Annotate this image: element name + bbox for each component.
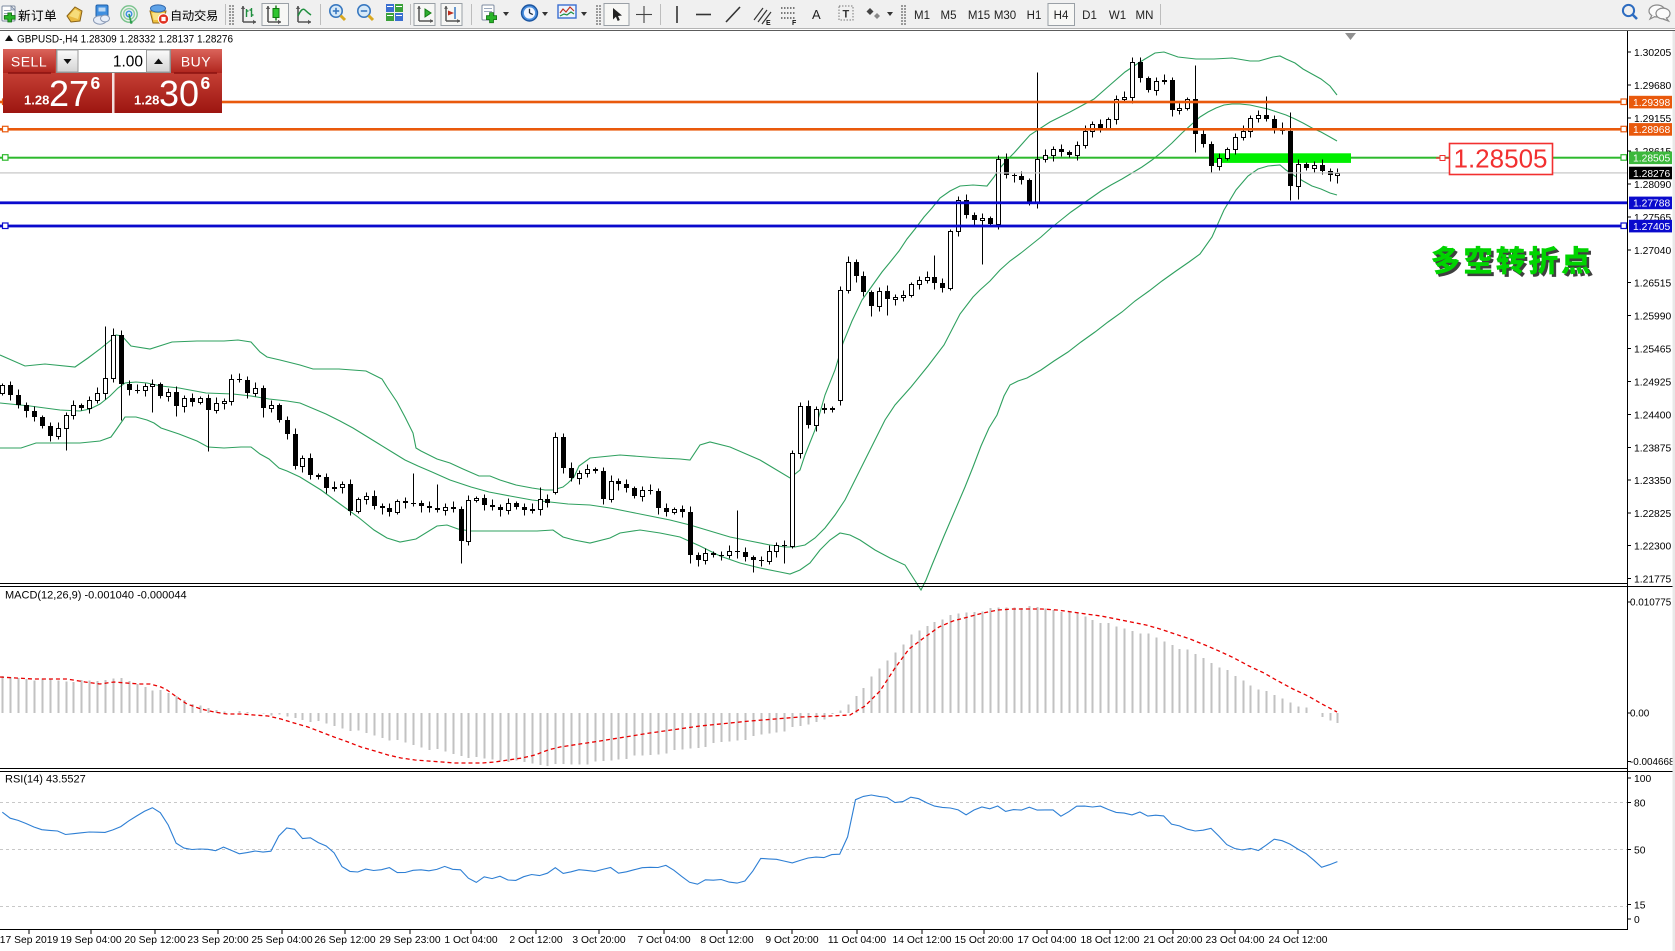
svg-text:1.27788: 1.27788 — [1633, 199, 1670, 210]
svg-text:W1: W1 — [1109, 10, 1126, 22]
svg-text:100: 100 — [1634, 774, 1651, 785]
svg-text:9 Oct 20:00: 9 Oct 20:00 — [765, 935, 819, 946]
svg-text:11 Oct 04:00: 11 Oct 04:00 — [828, 935, 886, 946]
svg-text:29 Sep 23:00: 29 Sep 23:00 — [379, 935, 441, 946]
svg-text:17 Sep 2019: 17 Sep 2019 — [0, 935, 58, 946]
svg-text:1.28: 1.28 — [134, 93, 159, 108]
svg-text:1.30205: 1.30205 — [1634, 48, 1671, 59]
svg-text:1.25990: 1.25990 — [1634, 311, 1671, 322]
svg-text:18 Oct 12:00: 18 Oct 12:00 — [1081, 935, 1140, 946]
svg-text:19 Sep 04:00: 19 Sep 04:00 — [60, 935, 122, 946]
svg-text:1.28505: 1.28505 — [1454, 144, 1548, 174]
svg-text:8 Oct 12:00: 8 Oct 12:00 — [700, 935, 754, 946]
svg-text:MACD(12,26,9) -0.001040 -0.000: MACD(12,26,9) -0.001040 -0.000044 — [5, 590, 187, 602]
svg-text:1.23350: 1.23350 — [1634, 476, 1671, 487]
svg-text:6: 6 — [91, 73, 101, 93]
svg-text:SELL: SELL — [11, 54, 47, 70]
svg-text:1.28505: 1.28505 — [1633, 154, 1670, 165]
svg-text:E: E — [766, 20, 771, 27]
svg-text:BUY: BUY — [181, 54, 211, 70]
svg-text:30: 30 — [159, 73, 199, 114]
svg-text:3 Oct 20:00: 3 Oct 20:00 — [572, 935, 626, 946]
svg-text:14 Oct 12:00: 14 Oct 12:00 — [893, 935, 952, 946]
svg-text:24 Oct 12:00: 24 Oct 12:00 — [1269, 935, 1328, 946]
svg-text:6: 6 — [201, 73, 211, 93]
svg-text:23 Oct 04:00: 23 Oct 04:00 — [1206, 935, 1265, 946]
svg-text:A: A — [812, 7, 821, 22]
svg-text:0: 0 — [1634, 915, 1640, 926]
svg-text:1.29155: 1.29155 — [1634, 114, 1671, 125]
svg-text:20 Sep 12:00: 20 Sep 12:00 — [124, 935, 186, 946]
svg-text:27: 27 — [49, 73, 89, 114]
svg-text:1.28276: 1.28276 — [1633, 169, 1670, 180]
svg-text:50: 50 — [1634, 845, 1646, 856]
svg-text:1.28090: 1.28090 — [1634, 180, 1671, 191]
svg-text:15: 15 — [1634, 900, 1646, 911]
svg-text:23 Sep 20:00: 23 Sep 20:00 — [187, 935, 249, 946]
svg-text:7 Oct 04:00: 7 Oct 04:00 — [637, 935, 691, 946]
svg-text:21 Oct 20:00: 21 Oct 20:00 — [1144, 935, 1203, 946]
svg-text:1.29680: 1.29680 — [1634, 81, 1671, 92]
svg-text:1.25465: 1.25465 — [1634, 344, 1671, 355]
svg-text:80: 80 — [1634, 798, 1646, 809]
svg-text:RSI(14) 43.5527: RSI(14) 43.5527 — [5, 774, 86, 786]
svg-text:1.28968: 1.28968 — [1633, 125, 1670, 136]
svg-text:GBPUSD-,H4 1.28309 1.28332 1.: GBPUSD-,H4 1.28309 1.28332 1.28137 1.282… — [17, 34, 233, 46]
svg-text:F: F — [792, 20, 797, 27]
svg-text:M1: M1 — [914, 10, 930, 22]
svg-text:0.010775: 0.010775 — [1630, 598, 1672, 609]
svg-text:2 Oct 12:00: 2 Oct 12:00 — [509, 935, 563, 946]
svg-text:0.00: 0.00 — [1630, 709, 1650, 720]
svg-text:1.27565: 1.27565 — [1634, 213, 1671, 224]
svg-text:1.28: 1.28 — [24, 93, 49, 108]
svg-text:1.22300: 1.22300 — [1634, 541, 1671, 552]
svg-text:D1: D1 — [1082, 10, 1097, 22]
svg-text:1.24400: 1.24400 — [1634, 410, 1671, 421]
svg-text:T: T — [843, 9, 850, 21]
svg-text:M30: M30 — [994, 10, 1016, 22]
svg-text:15 Oct 20:00: 15 Oct 20:00 — [955, 935, 1014, 946]
svg-text:26 Sep 12:00: 26 Sep 12:00 — [314, 935, 376, 946]
svg-text:1.22825: 1.22825 — [1634, 509, 1671, 520]
svg-text:1.24925: 1.24925 — [1634, 377, 1671, 388]
svg-text:1.26515: 1.26515 — [1634, 278, 1671, 289]
svg-text:1.21775: 1.21775 — [1634, 574, 1671, 585]
svg-text:1.23875: 1.23875 — [1634, 443, 1671, 454]
svg-text:17 Oct 04:00: 17 Oct 04:00 — [1018, 935, 1077, 946]
svg-text:MN: MN — [1136, 10, 1154, 22]
svg-text:H1: H1 — [1027, 10, 1042, 22]
svg-text:1 Oct 04:00: 1 Oct 04:00 — [444, 935, 498, 946]
svg-text:25 Sep 04:00: 25 Sep 04:00 — [251, 935, 313, 946]
svg-text:H4: H4 — [1054, 10, 1069, 22]
svg-text:1.29398: 1.29398 — [1633, 98, 1670, 109]
svg-text:1.00: 1.00 — [113, 54, 144, 71]
svg-text:-0.004668: -0.004668 — [1630, 757, 1675, 768]
svg-text:1.27040: 1.27040 — [1634, 246, 1671, 257]
svg-text:M15: M15 — [968, 10, 990, 22]
svg-text:1.27405: 1.27405 — [1633, 222, 1670, 233]
svg-text:M5: M5 — [941, 10, 957, 22]
